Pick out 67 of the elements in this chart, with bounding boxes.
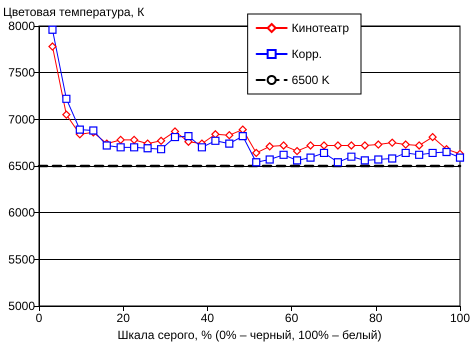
point [279, 141, 288, 150]
point [76, 126, 84, 134]
point [415, 141, 424, 150]
point [428, 132, 437, 142]
y-tick-label: 6500 [8, 159, 36, 173]
point [48, 42, 57, 51]
point [279, 150, 288, 159]
point [320, 141, 328, 150]
point [402, 148, 410, 158]
point [456, 154, 464, 162]
point [374, 140, 382, 149]
y-tick-label: 5000 [8, 299, 36, 313]
point [116, 143, 125, 152]
point [156, 145, 166, 154]
y-tick-label: 7500 [8, 66, 36, 80]
x-axis-title: Шкала серого, % (0% – черный, 100% – белый) [118, 328, 382, 342]
point [442, 148, 451, 156]
y-tick-label: 5500 [8, 252, 36, 266]
y-tick-label: 7000 [8, 112, 36, 126]
point [225, 131, 234, 140]
point [292, 156, 302, 164]
x-tick-label: 40 [200, 311, 214, 325]
legend-label: Корр. [292, 47, 322, 61]
point [130, 136, 138, 144]
point [198, 143, 206, 152]
point [252, 148, 260, 158]
x-tick-label: 60 [284, 311, 299, 325]
point [266, 155, 274, 164]
y-tick-label: 8000 [8, 19, 36, 33]
x-tick-label: 0 [36, 311, 43, 325]
point [374, 155, 382, 164]
legend-label: 6500 K [292, 73, 330, 87]
point [266, 142, 274, 150]
point [292, 146, 302, 156]
point [360, 141, 369, 150]
x-tick-label: 80 [369, 311, 383, 325]
point [238, 132, 247, 140]
point [130, 143, 138, 152]
point [388, 154, 396, 163]
point [144, 144, 152, 152]
point [360, 156, 369, 164]
point [225, 140, 234, 148]
point [347, 152, 356, 161]
legend-label: Кинотеатр [292, 21, 350, 35]
point [415, 150, 424, 159]
point [48, 26, 57, 34]
point [428, 148, 437, 158]
y-tick-label: 6000 [8, 206, 36, 220]
point [402, 140, 410, 149]
point [306, 154, 315, 162]
point [170, 132, 180, 142]
point [116, 136, 125, 144]
point [334, 141, 342, 150]
point [252, 158, 260, 166]
point [211, 136, 220, 145]
x-tick-label: 100 [450, 311, 470, 325]
point [388, 138, 396, 147]
point [62, 94, 70, 103]
point [306, 141, 315, 150]
point [347, 141, 356, 150]
point [62, 110, 70, 119]
point [320, 148, 328, 158]
point [156, 136, 166, 145]
point [184, 132, 193, 140]
x-tick-label: 20 [116, 311, 130, 325]
point [334, 158, 342, 166]
y-axis-title: Цветовая температура, К [3, 5, 144, 19]
